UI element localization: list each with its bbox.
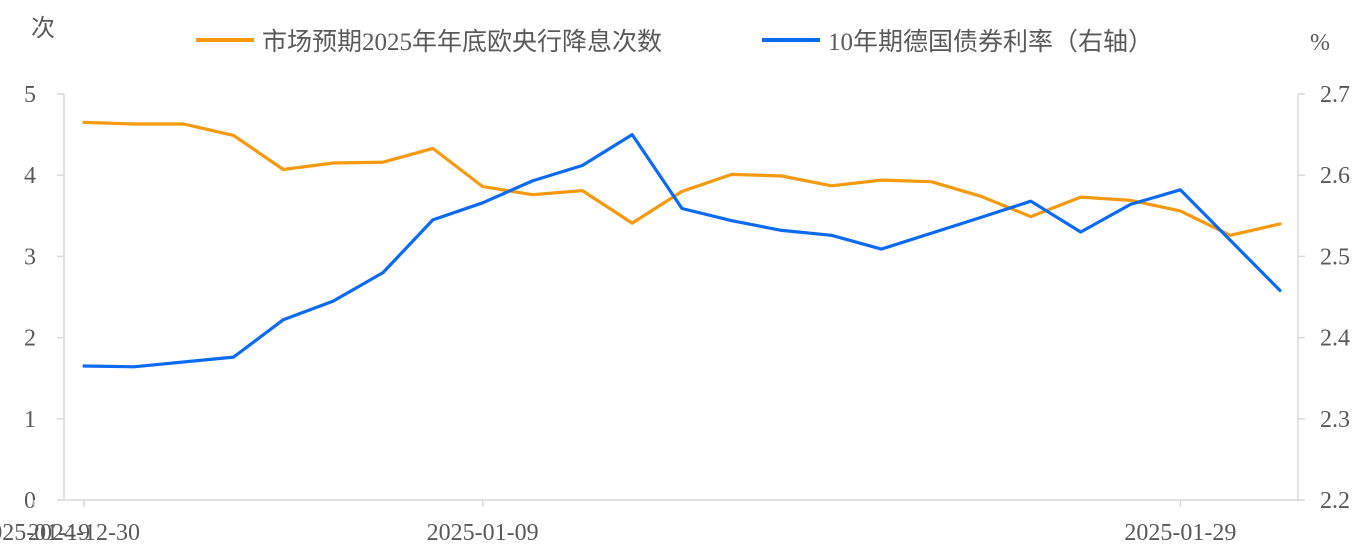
x-tick-label: 2025-01-09 xyxy=(427,520,539,546)
right-tick-label: 2.4 xyxy=(1320,326,1350,352)
left-unit-label: 次 xyxy=(31,15,55,42)
right-tick-label: 2.3 xyxy=(1320,407,1350,433)
right-axis-ticks: 2.2 2.3 2.4 2.5 2.6 2.7 xyxy=(1298,82,1350,514)
x-tick-label: 2025-01-19 xyxy=(0,520,90,546)
left-tick-label: 4 xyxy=(24,163,36,189)
x-tick-label: 2024-12-30 xyxy=(28,520,140,546)
legend-label-blue: 10年期德国债券利率（右轴） xyxy=(828,28,1153,56)
left-tick-label: 1 xyxy=(24,407,36,433)
series-line-bund-yield xyxy=(82,133,1282,369)
series-layer xyxy=(82,120,1282,369)
left-tick-label: 5 xyxy=(24,82,36,108)
series-line-rate-cut-expectations xyxy=(82,120,1282,237)
left-tick-label: 2 xyxy=(24,326,36,352)
x-axis-ticks: 2024-12-30 2025-01-09 2025-01-19 2025-01-29 xyxy=(0,500,1236,546)
left-tick-label: 3 xyxy=(24,244,36,270)
right-unit-label: % xyxy=(1310,30,1330,56)
left-axis-ticks: 0 1 2 3 4 5 xyxy=(24,82,64,514)
right-tick-label: 2.2 xyxy=(1320,488,1350,514)
right-tick-label: 2.7 xyxy=(1320,82,1350,108)
right-tick-label: 2.5 xyxy=(1320,244,1350,270)
legend: 市场预期2025年年底欧央行降息次数 10年期德国债券利率（右轴） xyxy=(196,28,1153,56)
legend-label-orange: 市场预期2025年年底欧央行降息次数 xyxy=(262,28,662,56)
left-tick-label: 0 xyxy=(24,488,36,514)
right-tick-label: 2.6 xyxy=(1320,163,1350,189)
x-tick-label: 2025-01-29 xyxy=(1124,520,1236,546)
